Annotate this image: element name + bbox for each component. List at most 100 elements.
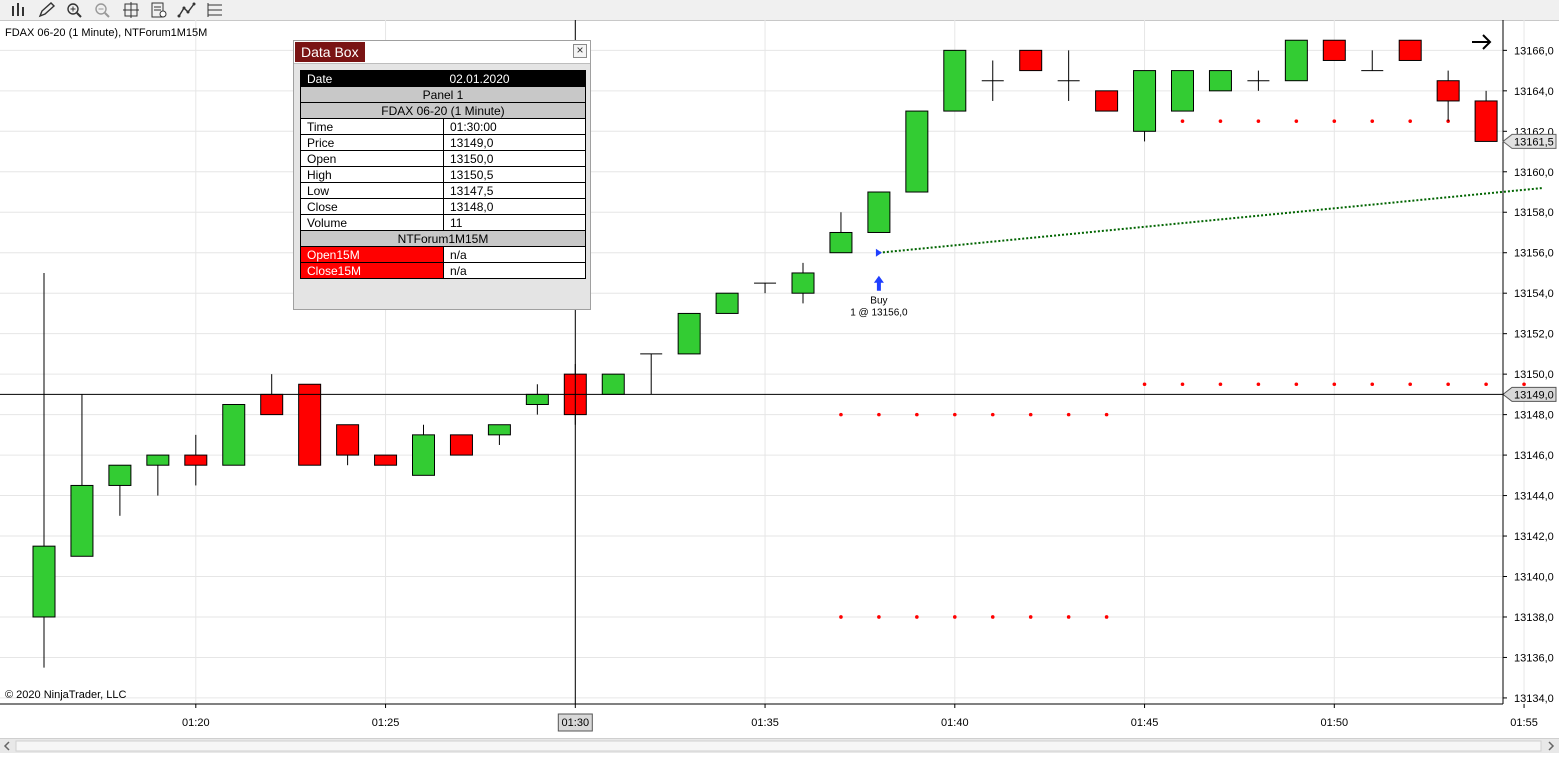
x-tick-label: 01:40: [941, 717, 969, 729]
indicator-dot: [1142, 382, 1147, 387]
candle: [449, 434, 473, 456]
y-tick-label: 13134,0: [1514, 693, 1554, 705]
candle-body: [70, 484, 94, 557]
indicator-dot: [1294, 382, 1299, 387]
candle-body: [449, 434, 473, 456]
crosshair-icon[interactable]: [120, 1, 142, 19]
arrow-right-icon[interactable]: [1472, 34, 1492, 50]
data-row: Close15M n/a: [300, 262, 586, 279]
indicator-dot: [1370, 119, 1375, 123]
candle: [487, 424, 511, 445]
row-label-price: Price: [300, 134, 444, 151]
indicator-dot: [1522, 382, 1526, 387]
candle-body: [222, 403, 246, 466]
indicator-dot: [990, 615, 995, 619]
candle: [1247, 70, 1270, 91]
candle: [412, 424, 435, 476]
y-tick-label: 13158,0: [1514, 207, 1554, 219]
candle: [1095, 90, 1119, 112]
row-value-high: 13150,5: [443, 166, 586, 183]
candle: [601, 373, 625, 395]
candle: [1057, 50, 1080, 101]
data-box-titlebar[interactable]: [294, 41, 590, 64]
panel-label: Panel 1: [300, 86, 586, 103]
trend-line-segment: [878, 186, 1544, 254]
candle: [791, 262, 815, 304]
indicator-dot: [877, 615, 881, 619]
list-icon[interactable]: [204, 1, 226, 19]
candle: [1361, 50, 1384, 72]
bars-icon[interactable]: [8, 1, 30, 19]
indicator-dot: [1180, 119, 1185, 123]
candle-body: [1474, 100, 1498, 142]
indicator-dot: [915, 615, 919, 619]
indicator-dot: [953, 615, 957, 619]
data-row: Time 01:30:00: [300, 118, 586, 135]
candle-body: [829, 231, 853, 254]
indicator-dot: [1294, 119, 1299, 123]
candle-body: [298, 383, 322, 466]
candle: [298, 383, 322, 466]
indicator-dot: [953, 412, 957, 417]
candle-body: [525, 393, 549, 405]
y-tick-label: 13166,0: [1514, 45, 1554, 57]
candle-body: [336, 424, 360, 456]
x-tick-label: 01:25: [372, 717, 400, 729]
data-row: Open 13150,0: [300, 150, 586, 167]
candle: [1284, 39, 1308, 82]
scroll-thumb: [15, 740, 1542, 752]
data-box-table: Date 02.01.2020 Panel 1 FDAX 06-20 (1 Mi…: [300, 70, 586, 279]
strategy-icon[interactable]: [176, 1, 198, 19]
indicator-dot: [1408, 119, 1412, 123]
trade-label: Buy: [870, 296, 887, 307]
data-box-window[interactable]: Data Box × Date 02.01.2020 Panel 1 FDAX …: [293, 40, 591, 310]
candle-body: [677, 312, 701, 355]
x-tick-label: 01:20: [182, 717, 210, 729]
row-value-time: 01:30:00: [443, 118, 586, 135]
indicator-dot: [1180, 382, 1185, 387]
indicator-dot: [1104, 615, 1109, 619]
candle-body: [1171, 70, 1194, 112]
indicator-dot: [1028, 615, 1033, 619]
close-icon[interactable]: ×: [573, 44, 587, 58]
y-tick-label: 13142,0: [1514, 531, 1554, 543]
y-tick-label: 13146,0: [1514, 450, 1554, 462]
crosshair: 01:30 13149,0: [0, 20, 1557, 732]
candle: [1133, 70, 1157, 142]
row-value-open: 13150,0: [443, 150, 586, 167]
trend-line: [878, 186, 1544, 254]
zoom-out-icon[interactable]: [92, 1, 114, 19]
pencil-icon[interactable]: [36, 1, 58, 19]
row-label-open15m: Open15M: [300, 246, 444, 263]
data-row: Open15M n/a: [300, 246, 586, 263]
data-row: High 13150,5: [300, 166, 586, 183]
y-tick-label: 13148,0: [1514, 410, 1554, 422]
data-row: Close 13148,0: [300, 198, 586, 215]
indicator-dot: [1370, 382, 1375, 387]
zoom-in-icon[interactable]: [64, 1, 86, 19]
y-tick-label: 13150,0: [1514, 369, 1554, 381]
indicator-dot: [1332, 119, 1337, 123]
indicator-dot: [1256, 119, 1261, 123]
y-tick-label: 13144,0: [1514, 491, 1554, 503]
instrument-row: FDAX 06-20 (1 Minute): [300, 102, 586, 119]
indicator-dot: [1408, 382, 1412, 387]
x-tick-label: 01:45: [1131, 717, 1159, 729]
x-tick-label: 01:35: [751, 717, 779, 729]
candle: [867, 191, 891, 233]
candle-body: [943, 49, 967, 112]
date-label: Date: [300, 70, 444, 87]
row-value-volume: 11: [443, 214, 586, 231]
candle-body: [412, 434, 435, 476]
panel-row: Panel 1: [300, 86, 586, 103]
candle-body: [1322, 39, 1346, 61]
candle-body: [260, 393, 284, 416]
indicator-dot: [915, 412, 919, 417]
properties-icon[interactable]: [148, 1, 170, 19]
candle: [336, 424, 360, 466]
candle-body: [1284, 39, 1308, 82]
horizontal-scrollbar[interactable]: [0, 738, 1559, 753]
candle: [525, 384, 549, 415]
